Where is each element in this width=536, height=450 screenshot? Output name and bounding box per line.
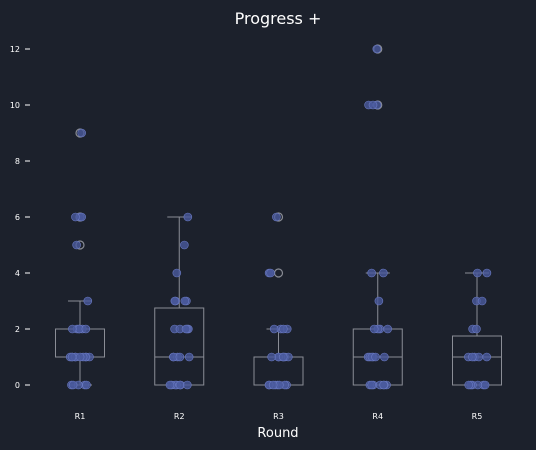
data-point [482, 268, 492, 278]
box-r4 [352, 44, 403, 386]
data-point [380, 352, 389, 362]
data-point [367, 380, 377, 390]
data-point [482, 352, 492, 362]
data-point [372, 44, 382, 54]
data-point [77, 128, 86, 138]
y-tick-label: 0 [15, 381, 20, 390]
data-point [480, 380, 490, 390]
data-point [170, 296, 180, 306]
data-point [279, 324, 288, 334]
data-point [464, 380, 474, 390]
data-point [368, 100, 378, 110]
data-point [71, 212, 80, 222]
points-r1 [65, 128, 94, 390]
data-point [374, 296, 384, 306]
data-point [369, 324, 379, 334]
data-point [266, 268, 275, 278]
y-tick-label: 12 [10, 45, 20, 54]
data-point [268, 380, 278, 390]
data-point [383, 324, 393, 334]
plot-area [55, 44, 502, 390]
data-point [183, 212, 193, 222]
y-tick-label: 4 [15, 269, 20, 278]
data-point [180, 240, 189, 250]
data-point [183, 380, 192, 390]
chart-title: Progress + [235, 9, 322, 28]
data-point [278, 352, 288, 362]
y-tick-label: 2 [15, 325, 20, 334]
data-point [272, 212, 281, 222]
data-point [68, 324, 77, 334]
y-tick-label: 10 [10, 101, 20, 110]
data-point [269, 324, 279, 334]
data-point [379, 380, 388, 390]
x-axis-label: Round [257, 426, 298, 441]
x-tick-label: R3 [273, 412, 284, 421]
data-point [175, 380, 185, 390]
data-point [83, 296, 93, 306]
data-point [477, 296, 487, 306]
data-point [75, 352, 85, 362]
y-tick-label: 8 [15, 157, 20, 166]
points-r5 [464, 268, 492, 390]
data-point [468, 352, 477, 362]
y-tick-label: 6 [15, 213, 20, 222]
box-iqr [154, 307, 205, 386]
points-r4 [363, 44, 393, 390]
data-point [472, 324, 481, 334]
x-tick-label: R5 [472, 412, 483, 421]
data-point [72, 240, 81, 250]
data-point [81, 324, 91, 334]
data-point [267, 352, 276, 362]
points-r2 [165, 212, 194, 390]
points-r3 [264, 212, 293, 390]
data-point [473, 268, 482, 278]
data-point [367, 268, 376, 278]
data-point [180, 296, 190, 306]
data-point [172, 268, 182, 278]
outlier-marker [273, 268, 284, 278]
box-r1 [55, 128, 105, 386]
x-tick-label: R1 [75, 412, 86, 421]
x-axis: R1 R2 R3 R4 R5 [75, 412, 483, 421]
x-tick-label: R2 [174, 412, 185, 421]
data-point [379, 268, 388, 278]
y-axis: 0 2 4 6 8 10 12 [10, 45, 30, 390]
data-point [181, 324, 191, 334]
data-point [175, 352, 185, 362]
x-tick-label: R4 [372, 412, 383, 421]
data-point [184, 352, 194, 362]
data-point [165, 380, 175, 390]
data-point [67, 352, 77, 362]
data-point [68, 380, 78, 390]
data-point [82, 380, 91, 390]
data-point [371, 352, 380, 362]
